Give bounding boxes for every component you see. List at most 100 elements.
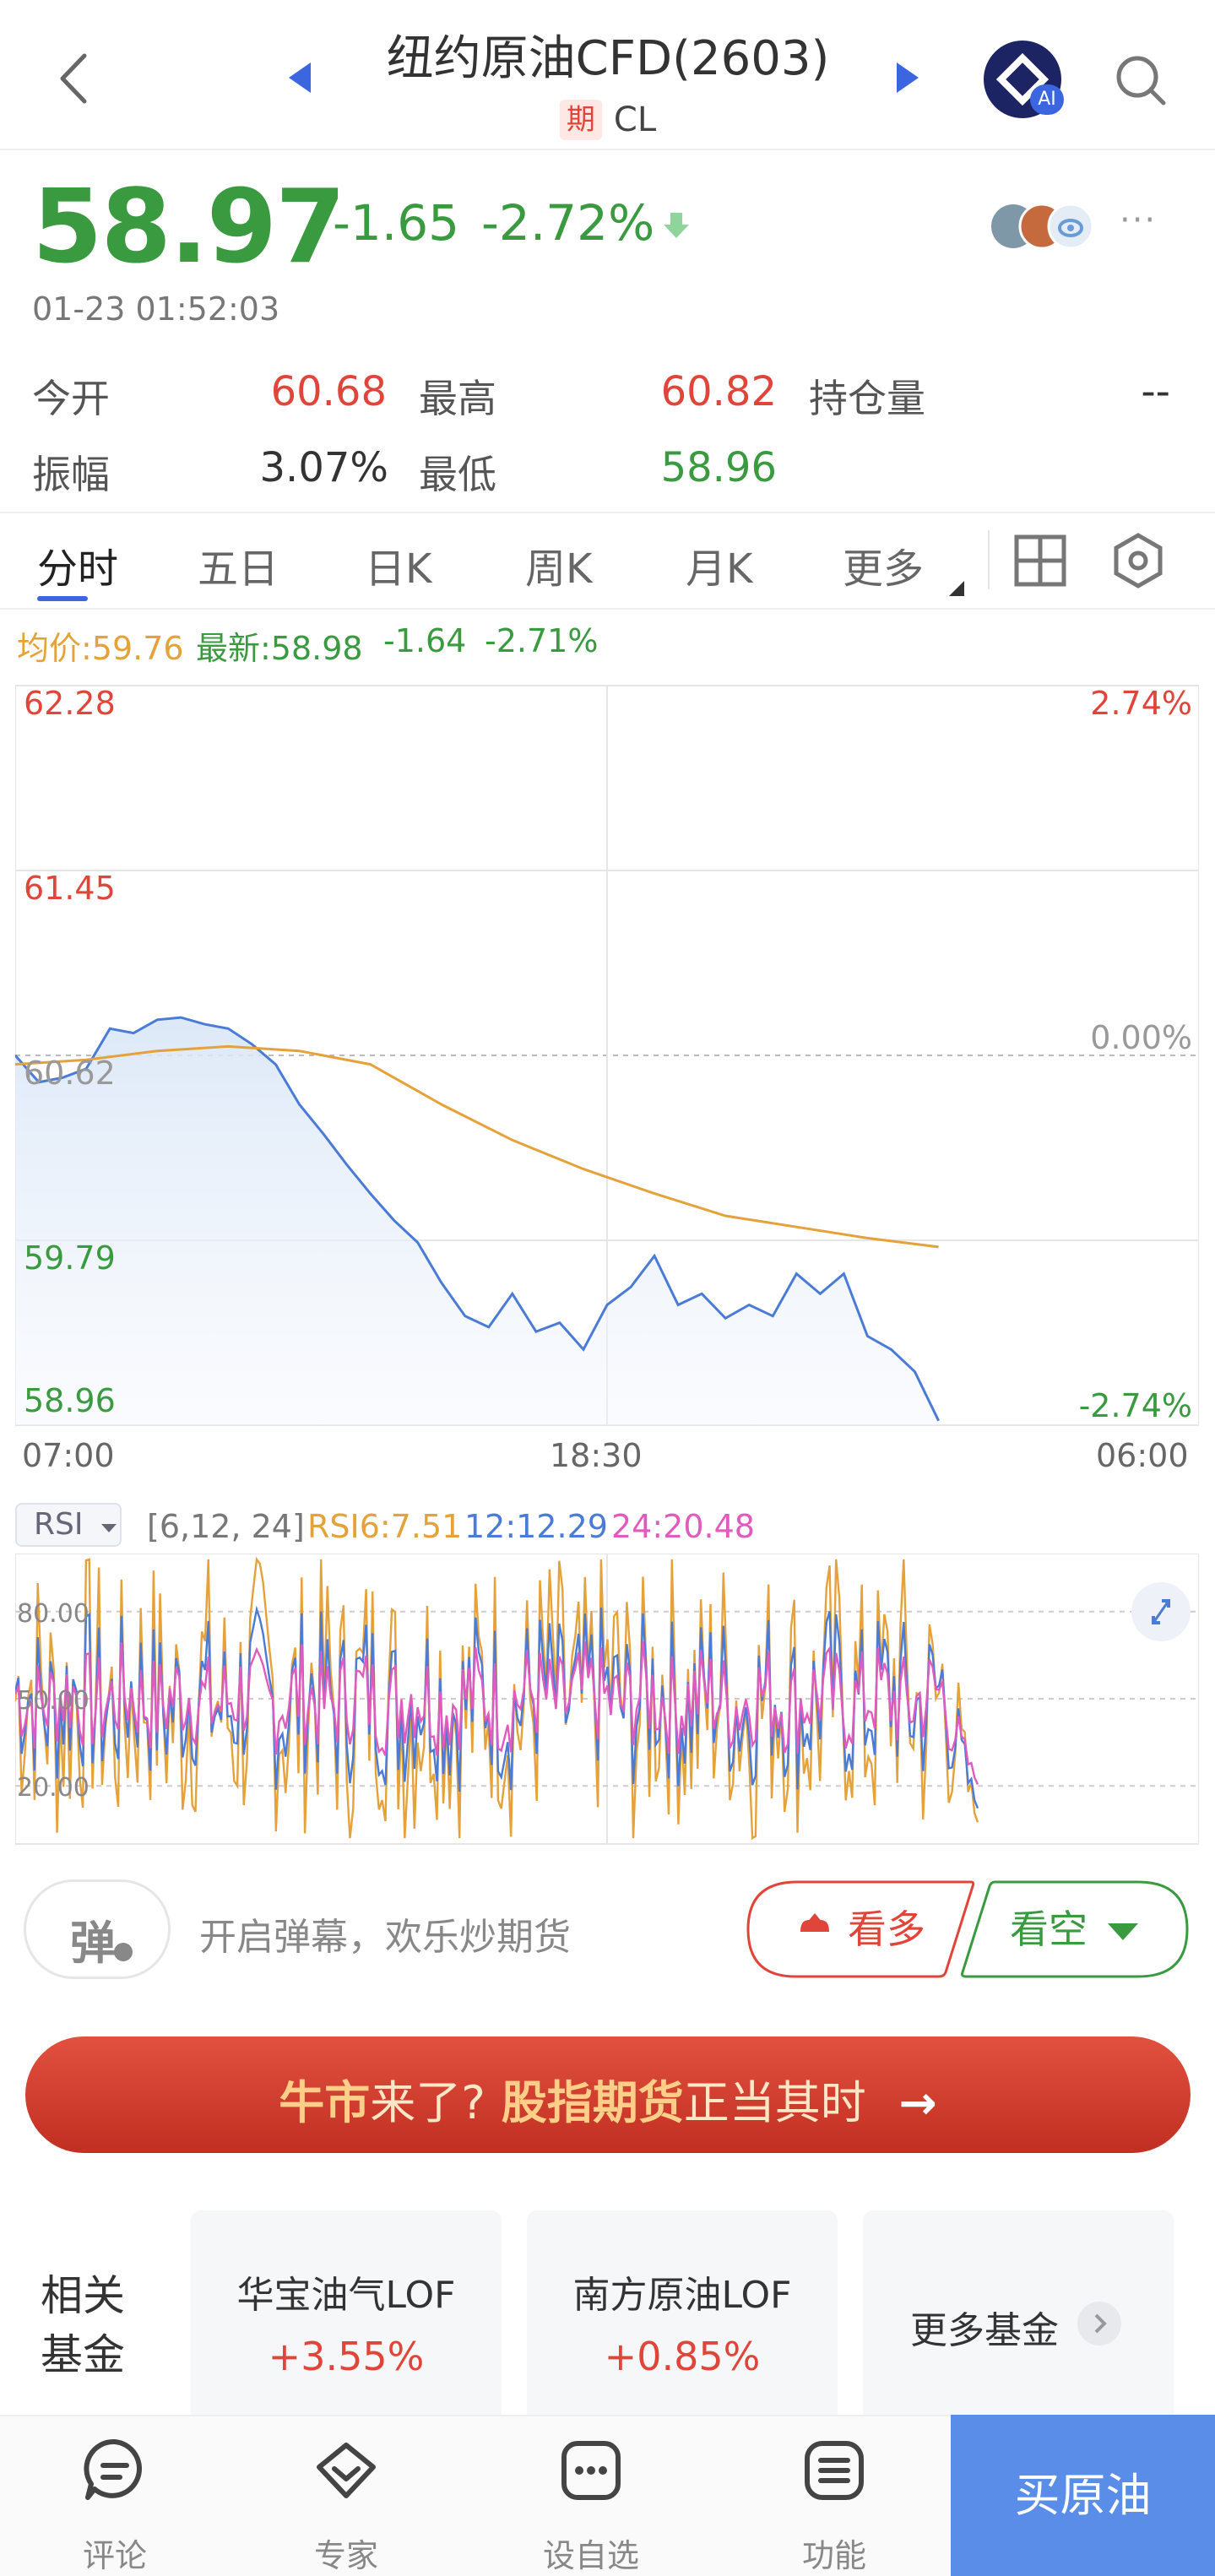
chart-tick-labels: 62.28 61.45 60.62 59.79 58.96 2.74% 0.00% -2.74… (24, 685, 1192, 1424)
tab-monthly-k[interactable]: 月K (686, 545, 753, 593)
chart-series (15, 1016, 940, 1425)
price-tick-label: 60.62 (24, 1055, 116, 1092)
related-funds-label-line-1: 相关 (41, 2271, 125, 2320)
previous-instrument-icon[interactable] (287, 61, 312, 95)
price-change-percent: -2.72% (481, 194, 655, 252)
rsi-tick-label: 80.00 (17, 1599, 89, 1629)
latest-pct-legend: -2.71% (485, 622, 599, 659)
buy-button[interactable]: 买原油 (951, 2415, 1215, 2576)
instrument-symbol: CL (613, 100, 657, 139)
active-tab-indicator (37, 596, 88, 601)
danmu-icon: 弹 (70, 1917, 116, 1970)
down-trend-icon (662, 211, 691, 247)
fund-name: 华宝油气LOF (236, 2274, 456, 2317)
open-value: 60.68 (270, 368, 387, 415)
banner-part-2: 来了? (370, 2076, 485, 2129)
ai-assistant-icon[interactable] (984, 41, 1061, 118)
tab-daily-k[interactable]: 日K (365, 545, 432, 593)
rsi6-value: RSI6:7.51 (307, 1508, 463, 1545)
search-icon[interactable] (1113, 52, 1169, 108)
header-bar: 纽约原油CFD(2603) 期 CL AI (0, 0, 1215, 150)
rsi-series (15, 1556, 979, 1841)
period-tabs: 分时 五日 日K 周K 月K 更多 (0, 512, 1215, 610)
quote-timestamp: 01-23 01:52:03 (32, 290, 280, 328)
fund-card[interactable]: 南方原油LOF +0.85% (527, 2210, 838, 2430)
latest-price-area (15, 1017, 939, 1425)
time-tick-label: 06:00 (1096, 1437, 1189, 1474)
price-tick-label: 61.45 (24, 870, 116, 907)
danmu-off-dot (114, 1943, 133, 1961)
rsi-line-24 (15, 1641, 979, 1786)
amplitude-value: 3.07% (259, 444, 388, 491)
banner-part-1: 牛市 (279, 2076, 371, 2129)
bullish-button[interactable]: 看多 (746, 1879, 976, 1979)
intraday-chart[interactable]: 62.28 61.45 60.62 59.79 58.96 2.74% 0.00% -2.74… (15, 669, 1199, 1449)
more-funds-card[interactable]: 更多基金 (863, 2210, 1174, 2430)
latest-price-line (15, 1016, 940, 1422)
expert-diamond-icon (312, 2437, 380, 2504)
open-label: 今开 (32, 376, 110, 421)
amplitude-label: 振幅 (32, 452, 110, 497)
fund-name: 南方原油LOF (572, 2274, 792, 2317)
settings-hexagon-icon[interactable] (1111, 532, 1165, 593)
chevron-down-icon (100, 1524, 117, 1532)
avg-price-legend: 均价:59.76 (17, 630, 184, 667)
banner-arrow-icon: → (898, 2076, 937, 2129)
next-instrument-icon[interactable] (895, 61, 920, 95)
fund-change: +3.55% (268, 2334, 425, 2379)
bearish-button[interactable]: 看空 (959, 1879, 1189, 1979)
indicator-select-value: RSI (34, 1507, 84, 1542)
rsi-grid (15, 1554, 1199, 1845)
promo-banner[interactable]: 牛市来了? 股指期货正当其时 → (25, 2036, 1191, 2153)
percent-tick-label: -2.74% (1079, 1387, 1192, 1424)
tab-weekly-k[interactable]: 周K (525, 545, 593, 593)
nav-add-watchlist[interactable]: 设自选 (523, 2437, 659, 2574)
danmu-prompt: 开启弹幕，欢乐炒期货 (199, 1916, 571, 1959)
bullish-label: 看多 (848, 1906, 925, 1952)
rsi-chart[interactable]: 80.00 50.00 20.00 (15, 1554, 1199, 1847)
nav-comment-label: 评论 (82, 2537, 147, 2574)
back-arrow-icon[interactable] (52, 49, 95, 108)
related-funds-label-line-2: 基金 (41, 2330, 125, 2379)
expand-chart-icon[interactable] (1131, 1582, 1191, 1641)
time-tick-label: 07:00 (22, 1437, 115, 1474)
nav-comment[interactable]: 评论 (47, 2437, 182, 2574)
price-tick-label: 58.96 (24, 1382, 116, 1419)
open-interest-label: 持仓量 (809, 376, 925, 421)
tab-intraday[interactable]: 分时 (37, 545, 119, 593)
fund-change: +0.85% (604, 2334, 761, 2379)
latest-price-legend: 最新:58.98 (196, 630, 363, 667)
futures-tag: 期 (559, 100, 602, 140)
banner-part-4: 正当其时 (683, 2076, 866, 2129)
more-funds-label: 更多基金 (910, 2309, 1059, 2352)
comment-bubble-icon (81, 2437, 149, 2504)
price-tick-label: 62.28 (24, 685, 116, 722)
time-tick-label: 18:30 (550, 1437, 643, 1474)
community-avatars[interactable] (990, 203, 1108, 250)
fund-card[interactable]: 华宝油气LOF +3.55% (191, 2210, 502, 2430)
percent-tick-label: 0.00% (1090, 1019, 1192, 1056)
nav-expert-label: 专家 (313, 2537, 378, 2574)
tab-five-day[interactable]: 五日 (198, 545, 279, 593)
price-tick-label: 59.79 (24, 1239, 116, 1277)
rsi12-value: 12:12.29 (464, 1508, 608, 1545)
layout-grid-icon[interactable] (1013, 534, 1067, 591)
price-change: -1.65 (333, 194, 460, 252)
rsi24-value: 24:20.48 (611, 1508, 755, 1545)
rsi-tick-label: 20.00 (17, 1773, 89, 1803)
low-value: 58.96 (660, 444, 777, 491)
nav-functions[interactable]: 功能 (767, 2437, 902, 2574)
more-options-icon[interactable]: ··· (1120, 201, 1158, 240)
nav-watchlist-label: 设自选 (542, 2537, 639, 2574)
bearish-label: 看空 (1010, 1906, 1088, 1952)
tab-more[interactable]: 更多 (843, 545, 925, 593)
avg-price-line (15, 1044, 939, 1249)
rsi-params: [6,12, 24] (147, 1508, 305, 1545)
indicator-select[interactable]: RSI (15, 1503, 122, 1547)
nav-expert[interactable]: 专家 (279, 2437, 414, 2574)
high-value: 60.82 (660, 368, 777, 415)
danmu-toggle-button[interactable]: 弹 (24, 1879, 171, 1979)
open-interest-value: -- (1141, 368, 1170, 415)
banner-text: 牛市来了? 股指期货正当其时 → (25, 2065, 1191, 2132)
chevron-right-icon (1077, 2302, 1121, 2346)
